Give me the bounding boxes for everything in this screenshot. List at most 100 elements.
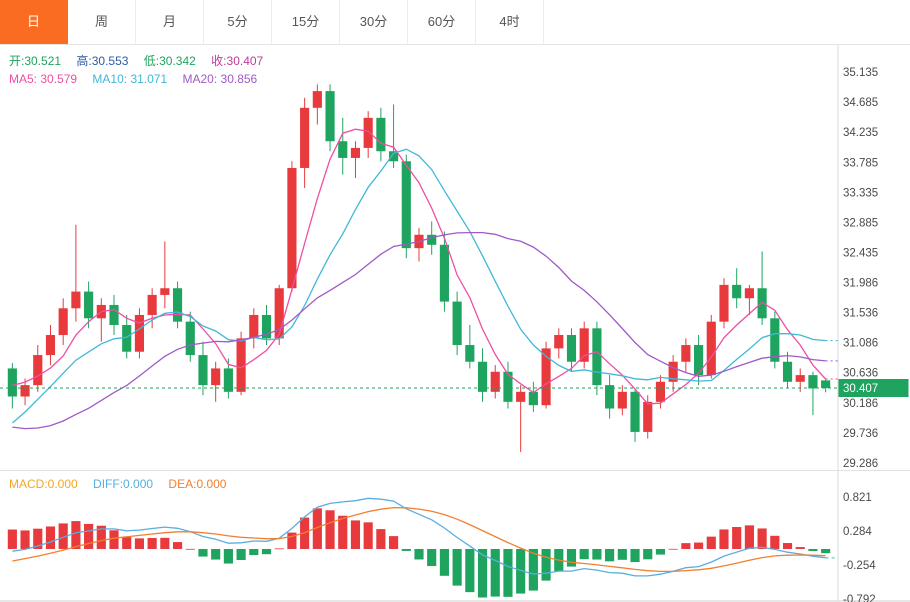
candle-body — [821, 380, 831, 389]
dea-field: DEA:0.000 — [168, 477, 226, 491]
price-axis-label: 33.335 — [843, 187, 878, 199]
price-axis-label: 34.685 — [843, 97, 878, 109]
dea-value: 0.000 — [196, 477, 227, 491]
tab-5min[interactable]: 5分 — [204, 0, 272, 44]
macd-histogram-bar — [668, 548, 678, 550]
diff-field: DIFF:0.000 — [93, 477, 153, 491]
dea-line — [12, 506, 826, 573]
price-axis-label: 34.235 — [843, 127, 878, 139]
candle-body — [236, 338, 246, 392]
low-field: 低:30.342 — [144, 54, 196, 68]
macd-histogram-bar — [490, 548, 500, 597]
ohlc-header: 开:30.521 高:30.553 低:30.342 收:30.407 — [9, 52, 275, 69]
price-axis-label: 29.286 — [843, 458, 878, 470]
price-axis-label: 31.536 — [843, 308, 878, 320]
price-axis-label: 30.186 — [843, 398, 878, 410]
close-value: 30.407 — [226, 54, 264, 68]
price-axis-label: 32.435 — [843, 247, 878, 259]
tab-day[interactable]: 日 — [0, 0, 68, 44]
ma10-label: MA10: — [92, 72, 128, 86]
macd-histogram-bar — [134, 538, 145, 549]
candle-body — [490, 371, 500, 392]
candle-body — [71, 291, 81, 309]
candle-body — [579, 328, 589, 362]
macd-histogram-bar — [770, 535, 780, 549]
macd-histogram-bar — [732, 527, 742, 549]
candle-body — [630, 391, 640, 432]
candle-body — [566, 335, 577, 362]
tab-month[interactable]: 月 — [136, 0, 204, 44]
candle-body — [808, 375, 818, 389]
macd-histogram-bar — [516, 548, 526, 594]
candle-body — [185, 321, 195, 356]
tab-15min[interactable]: 15分 — [272, 0, 340, 44]
macd-histogram-bar — [96, 525, 106, 549]
price-axis-label: 33.785 — [843, 157, 878, 169]
macd-histogram-bar — [300, 517, 310, 549]
candle-body — [261, 314, 272, 339]
macd-histogram-bar — [160, 537, 170, 549]
ma20-value: 30.856 — [220, 72, 258, 86]
macd-histogram-bar — [122, 537, 132, 549]
macd-histogram-bar — [338, 515, 348, 549]
macd-histogram-bar — [541, 548, 551, 581]
close-label: 收: — [211, 54, 227, 68]
ma10-line — [11, 148, 826, 424]
candle-body — [693, 345, 704, 376]
macd-histogram-bar — [605, 548, 615, 562]
candle-body — [160, 288, 170, 295]
macd-histogram-bar — [503, 548, 513, 597]
candle-body — [376, 117, 386, 152]
tab-30min[interactable]: 30分 — [340, 0, 408, 44]
candle-body — [147, 294, 157, 315]
candle-body — [452, 301, 462, 346]
candle-body — [300, 107, 310, 168]
dea-label: DEA: — [168, 477, 197, 491]
low-value: 30.342 — [159, 54, 196, 68]
macd-header: MACD:0.000 DIFF:0.000 DEA:0.000 — [9, 477, 238, 491]
macd-histogram-bar — [439, 548, 449, 576]
price-axis-label: 31.086 — [843, 338, 878, 350]
macd-histogram-bar — [7, 529, 17, 549]
tab-4hour[interactable]: 4时 — [476, 0, 544, 44]
open-value: 30.521 — [24, 54, 62, 68]
ma5-value: 30.579 — [40, 72, 78, 86]
macd-histogram-bar — [376, 529, 386, 549]
macd-histogram-bar — [427, 548, 437, 567]
macd-histogram-bar — [109, 530, 119, 549]
macd-histogram-bar — [643, 548, 653, 560]
macd-histogram-bar — [58, 523, 68, 549]
ma10-value: 31.071 — [130, 72, 168, 86]
macd-histogram-bar — [465, 548, 475, 593]
candle-body — [681, 345, 691, 362]
candle-body — [20, 385, 30, 397]
macd-histogram-bar — [528, 548, 538, 591]
macd-histogram-bar — [84, 523, 94, 549]
candle-body — [617, 391, 627, 409]
tab-60min[interactable]: 60分 — [408, 0, 476, 44]
macd-axis-label: -0.792 — [843, 594, 876, 602]
candle-body — [770, 318, 780, 362]
candle-body — [7, 368, 17, 397]
macd-histogram-bar — [172, 542, 183, 549]
diff-value: 0.000 — [123, 477, 154, 491]
macd-histogram-bar — [706, 536, 716, 549]
macd-histogram-bar — [211, 548, 221, 560]
macd-histogram-bar — [274, 548, 284, 550]
candle-body — [45, 335, 56, 356]
candle-body — [655, 381, 666, 402]
diff-line — [12, 497, 826, 577]
candle-body — [325, 91, 335, 142]
macd-histogram-bar — [236, 548, 246, 561]
macd-histogram-bar — [452, 548, 462, 586]
open-field: 开:30.521 — [9, 54, 61, 68]
macd-histogram-bar — [363, 522, 373, 549]
candle-body — [782, 361, 793, 382]
macd-histogram-bar — [782, 543, 793, 549]
tab-week[interactable]: 周 — [68, 0, 136, 44]
last-price-badge-label: 30.407 — [843, 383, 878, 395]
candle-body — [605, 385, 615, 409]
period-toolbar: 日 周 月 5分 15分 30分 60分 4时 — [0, 0, 910, 45]
